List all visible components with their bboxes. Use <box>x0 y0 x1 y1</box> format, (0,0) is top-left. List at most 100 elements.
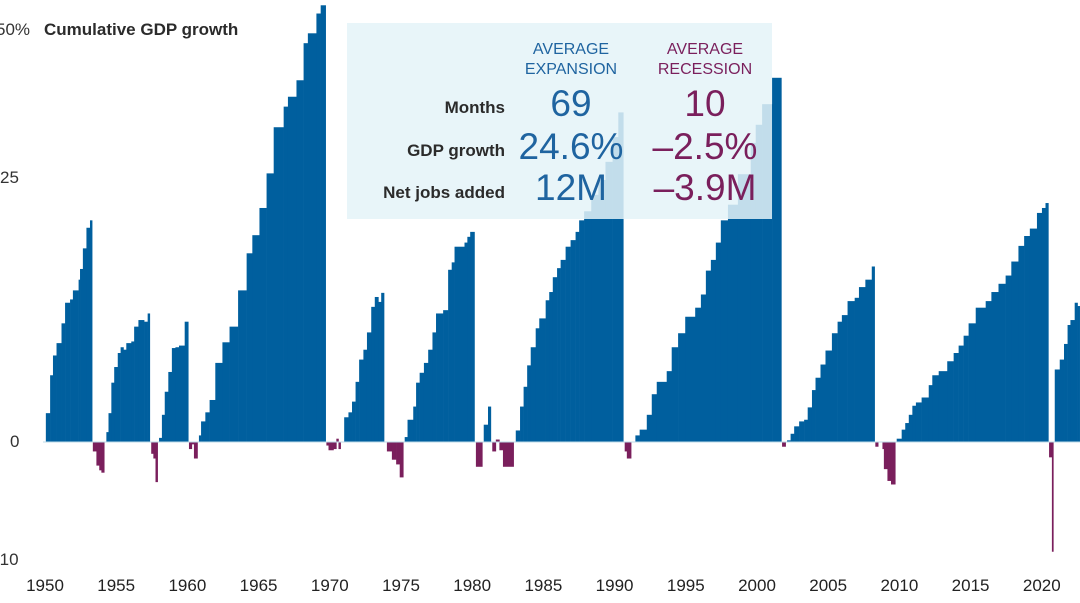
recession-bar <box>386 442 393 452</box>
expansion-bar <box>841 315 848 442</box>
expansion-bar <box>175 347 180 442</box>
expansion-bar <box>82 248 87 442</box>
row-label-months: Months <box>444 98 505 117</box>
expansion-bar <box>184 321 189 442</box>
recession-months: 10 <box>684 83 726 124</box>
expansion-bar <box>316 13 321 443</box>
expansion-bar <box>549 292 554 442</box>
expansion-bar <box>307 33 317 443</box>
expansion-bar <box>448 269 452 442</box>
recession-gdp-growth: –2.5% <box>652 126 758 167</box>
expansion-bar <box>366 332 372 442</box>
expansion-bar <box>651 394 658 442</box>
stats-box: AVERAGE EXPANSION AVERAGE RECESSION Mont… <box>347 23 772 219</box>
expansion-bar <box>52 355 57 442</box>
recession-bar <box>333 442 337 450</box>
expansion-bar <box>1041 207 1046 442</box>
expansion-bar <box>198 435 202 442</box>
ytick-label: -10 <box>0 550 19 569</box>
expansion-bar <box>303 43 309 443</box>
expansion-bar <box>975 307 986 442</box>
xtick-label: 2000 <box>738 576 776 595</box>
expansion-bar <box>705 270 712 442</box>
expansion-bar <box>520 406 524 442</box>
expansion-bar <box>296 80 304 442</box>
recession-bar <box>1049 442 1053 458</box>
expansion-bar <box>639 429 648 442</box>
expansion-bar <box>799 421 805 442</box>
ytick-label: 50% <box>0 20 31 39</box>
recession-bar <box>336 438 339 442</box>
recession-bar <box>475 442 483 467</box>
recession-bar <box>101 442 105 473</box>
expansion-bar <box>72 290 79 442</box>
recession-bar <box>499 442 504 451</box>
expansion-bar <box>423 362 429 442</box>
expansion-bar <box>407 419 414 442</box>
recession-bar <box>399 442 404 478</box>
recession-bar <box>396 442 401 465</box>
expansion-bar <box>144 321 148 442</box>
expansion-bar <box>820 364 826 442</box>
expansion-bar <box>539 318 546 442</box>
expansion-bar <box>147 313 151 442</box>
recession-bar <box>887 442 892 481</box>
expansion-bar <box>454 246 465 442</box>
recession-bar <box>328 442 334 451</box>
recession-bar <box>96 442 100 466</box>
expansion-bar <box>1074 302 1078 442</box>
ytick-label: 25 <box>0 168 19 187</box>
xtick-label: 1950 <box>26 576 64 595</box>
expansion-bar <box>70 299 74 442</box>
expansion-months: 69 <box>550 83 592 124</box>
recession-bar <box>155 442 158 483</box>
expansion-bar <box>991 292 999 442</box>
expansion-bar <box>161 414 166 442</box>
expansion-bar <box>727 204 739 442</box>
expansion-bar <box>804 419 808 442</box>
expansion-bar <box>222 342 230 442</box>
expansion-bar <box>790 433 795 442</box>
expansion-bar <box>958 345 964 442</box>
expansion-bar <box>847 301 855 442</box>
expansion-bar <box>436 313 444 442</box>
expansion-bar <box>273 127 284 442</box>
expansion-bar <box>591 194 599 442</box>
recession-bar <box>882 442 885 450</box>
xtick-label: 1960 <box>168 576 207 595</box>
expansion-bar <box>78 279 81 442</box>
expansion-bar <box>854 297 860 442</box>
recession-bar <box>782 442 786 447</box>
expansion-bar <box>695 307 702 442</box>
expansion-bar <box>1059 359 1065 442</box>
expansion-bar <box>159 437 163 442</box>
expansion-bar <box>114 367 119 442</box>
expansion-bar <box>998 283 1006 442</box>
expansion-bar <box>419 372 425 442</box>
expansion-bar <box>464 242 468 442</box>
expansion-bar <box>106 432 109 442</box>
expansion-bar <box>938 371 948 442</box>
xtick-label: 1965 <box>239 576 278 595</box>
expansion-bar <box>678 333 686 442</box>
row-label-gdp-growth: GDP growth <box>407 141 505 160</box>
expansion-bar <box>921 397 930 442</box>
expansion-bar <box>443 310 449 442</box>
expansion-bar <box>545 300 550 442</box>
recession-bar <box>193 442 198 459</box>
expansion-bar <box>1018 245 1025 442</box>
expansion-bar <box>1024 236 1031 442</box>
recession-bar <box>1051 442 1054 552</box>
expansion-bar <box>646 414 653 442</box>
expansion-bar <box>120 347 124 442</box>
expansion-bar <box>905 423 910 442</box>
expansion-bar <box>932 375 939 442</box>
expansion-bar <box>246 253 253 442</box>
recession-bar <box>391 442 397 460</box>
expansion-bar <box>89 220 93 442</box>
expansion-bar <box>344 417 349 442</box>
recession-bar <box>326 442 329 446</box>
expansion-bar <box>50 375 54 442</box>
expansion-bar <box>1064 343 1068 442</box>
